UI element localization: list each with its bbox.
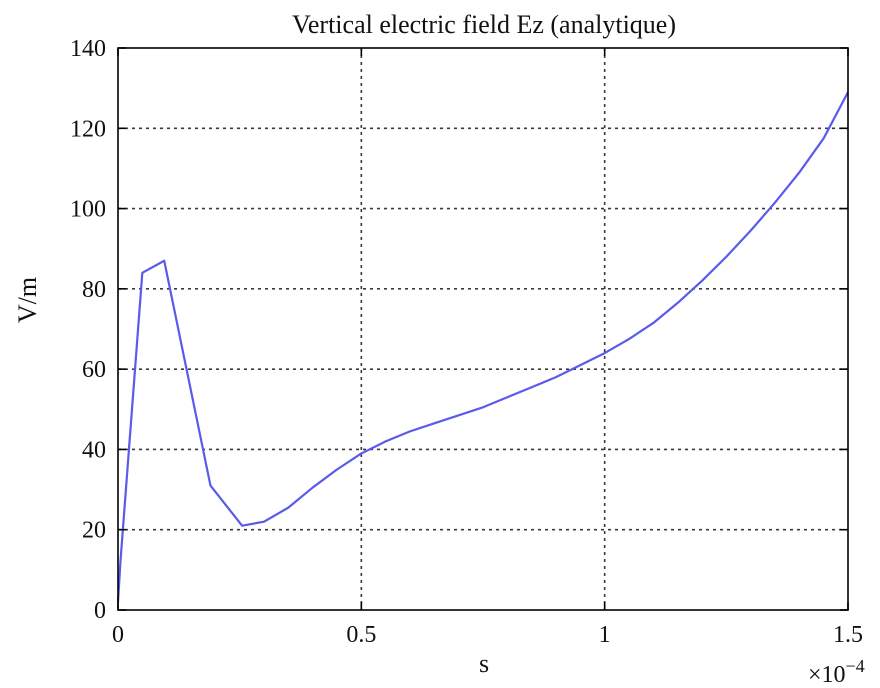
y-axis: 0 20 40 60 80 100 120 140 (70, 36, 848, 624)
y-tick-label: 100 (70, 197, 106, 223)
chart-title: Vertical electric field Ez (analytique) (292, 10, 676, 39)
x-axis-exponent: ×10−4 (808, 656, 865, 688)
x-axis: 0 0.5 1 1.5 (112, 48, 863, 648)
y-tick-label: 0 (94, 598, 106, 624)
y-tick-label: 20 (82, 518, 106, 544)
x-tick-label: 0.5 (346, 622, 376, 648)
y-tick-label: 60 (82, 357, 106, 383)
y-tick-label: 140 (70, 36, 106, 62)
series-line (116, 91, 849, 603)
x-tick-label: 1.5 (833, 622, 863, 648)
plot-area (116, 91, 849, 603)
y-tick-label: 120 (70, 116, 106, 142)
x-tick-label: 1 (599, 622, 611, 648)
grid-lines (118, 48, 848, 610)
plot-frame (117, 47, 849, 611)
x-exponent-base: ×10 (808, 662, 846, 688)
y-axis-label: V/m (13, 277, 42, 323)
x-axis-label: s (479, 649, 489, 678)
y-tick-label: 80 (82, 277, 106, 303)
x-tick-label: 0 (112, 622, 124, 648)
y-tick-label: 40 (82, 437, 106, 463)
x-exponent-power: −4 (846, 656, 865, 676)
